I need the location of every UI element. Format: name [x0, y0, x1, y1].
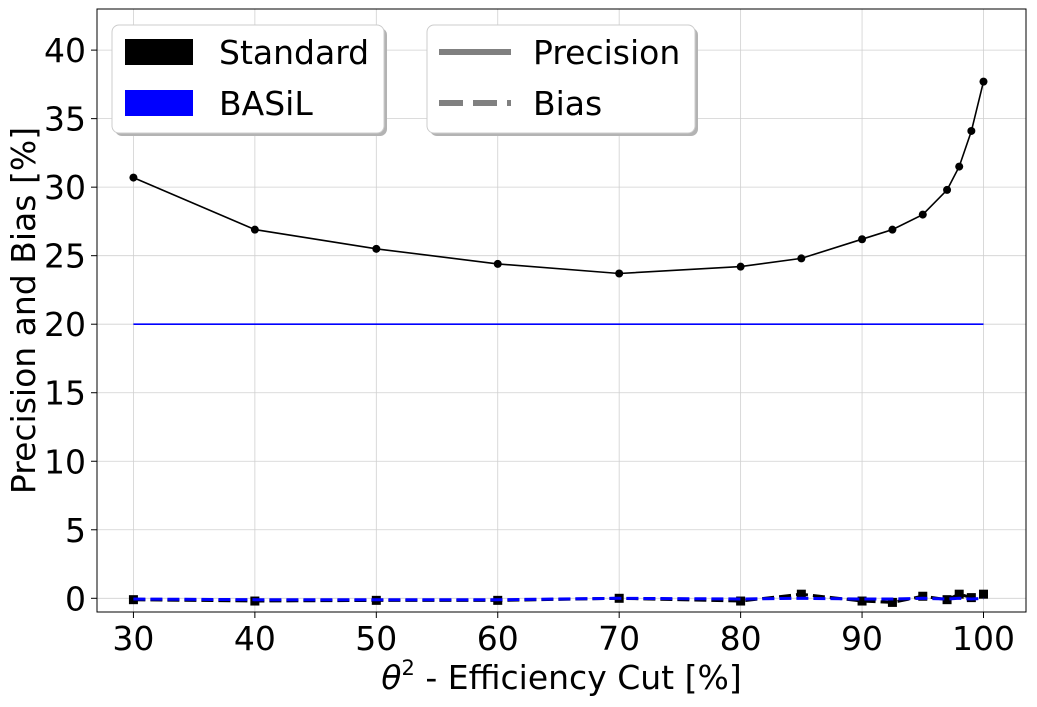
y-tick-label: 20	[44, 305, 86, 344]
y-tick-label: 0	[65, 579, 86, 618]
x-tick-label: 90	[841, 619, 883, 658]
axis-ticks: 30 40 50 60 70 80 90 100 0 5 10 15 20 25 30 35 40	[44, 31, 1015, 658]
data-point-standard-precision	[493, 259, 502, 268]
data-point-standard-bias	[942, 595, 952, 605]
legend-metrics: Precision Bias	[426, 24, 698, 136]
data-point-standard-precision	[888, 225, 897, 234]
data-point-standard-precision	[736, 262, 745, 271]
data-point-standard-precision	[372, 244, 381, 253]
data-point-standard-precision	[943, 185, 952, 194]
x-axis-label-text: - Efficiency Cut [%]	[415, 658, 742, 697]
x-axis-label-superscript: 2	[402, 656, 415, 680]
legend-label-basil: BASiL	[219, 84, 313, 123]
y-tick-label: 40	[44, 31, 86, 70]
y-tick-label: 15	[44, 374, 86, 413]
legend-swatch-standard	[125, 39, 193, 65]
legend-label-precision: Precision	[533, 33, 680, 72]
series-line-standard-precision	[133, 81, 985, 275]
x-tick-label: 30	[112, 619, 154, 658]
legend-label-bias: Bias	[533, 84, 602, 123]
legend-methods: Standard BASiL	[111, 24, 387, 136]
data-point-standard-precision	[615, 269, 624, 278]
data-point-standard-bias	[796, 589, 806, 599]
x-axis-label-symbol: θ	[381, 658, 401, 697]
data-point-standard-precision	[918, 210, 927, 219]
data-point-standard-bias	[857, 596, 867, 606]
data-point-standard-bias	[887, 597, 897, 607]
data-point-standard-precision	[250, 225, 259, 234]
plot-area-frame	[96, 8, 1027, 613]
data-point-standard-bias	[918, 591, 928, 601]
plot-series	[128, 77, 988, 607]
data-point-standard-bias	[978, 589, 988, 599]
x-axis-label: θ2 - Efficiency Cut [%]	[381, 656, 741, 697]
y-tick-label: 25	[44, 237, 86, 276]
data-point-standard-precision	[955, 162, 964, 171]
y-tick-label: 10	[44, 442, 86, 481]
x-tick-label: 70	[598, 619, 640, 658]
y-tick-label: 35	[44, 100, 86, 139]
y-tick-label: 30	[44, 168, 86, 207]
data-point-standard-precision	[979, 77, 988, 86]
data-point-standard-bias	[736, 596, 746, 606]
x-tick-label: 40	[234, 619, 276, 658]
y-tick-label: 5	[65, 511, 86, 550]
data-point-standard-precision	[967, 126, 976, 135]
x-tick-label: 60	[477, 619, 519, 658]
x-tick-label: 100	[952, 619, 1015, 658]
legend-label-standard: Standard	[219, 33, 369, 72]
data-point-standard-precision	[858, 235, 867, 244]
data-point-standard-precision	[129, 173, 138, 182]
legend-swatch-basil	[125, 90, 193, 116]
y-axis-label: Precision and Bias [%]	[4, 127, 43, 494]
data-point-standard-bias	[954, 589, 964, 599]
x-tick-label: 80	[720, 619, 762, 658]
series-line-basil-bias	[133, 596, 984, 602]
data-point-standard-precision	[797, 254, 806, 263]
x-tick-label: 50	[355, 619, 397, 658]
